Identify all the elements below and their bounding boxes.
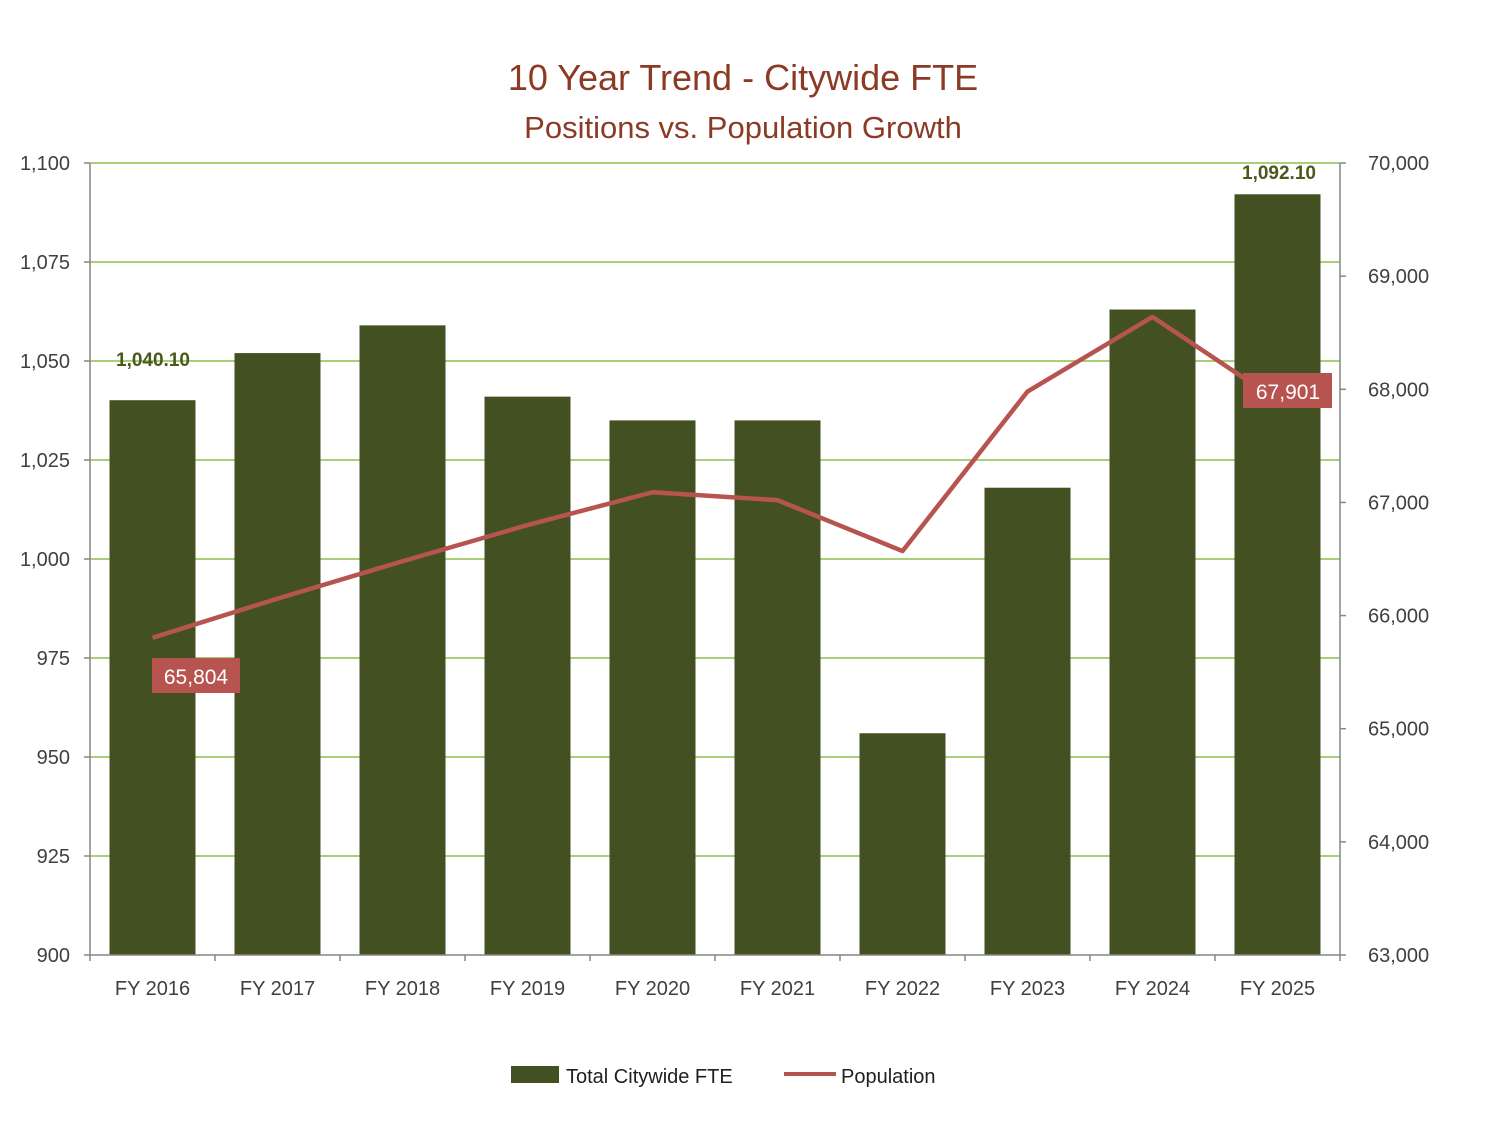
pop-label-first-box: [152, 658, 240, 693]
chart-title: 10 Year Trend - Citywide FTE: [508, 57, 978, 98]
right-tick-label: 70,000: [1368, 153, 1429, 175]
x-category-label: FY 2016: [115, 978, 190, 1000]
right-tick-label: 66,000: [1368, 606, 1429, 628]
left-tick-label: 1,100: [20, 153, 70, 175]
x-category-label: FY 2017: [240, 978, 315, 1000]
left-tick-label: 925: [37, 846, 70, 868]
population-line-group: [151, 314, 1279, 640]
left-tick-label: 1,000: [20, 549, 70, 571]
right-tick-label: 64,000: [1368, 832, 1429, 854]
left-tick-label: 1,025: [20, 450, 70, 472]
fte-bar: [609, 420, 696, 955]
right-tick-label: 67,000: [1368, 492, 1429, 514]
x-category-label: FY 2019: [490, 978, 565, 1000]
fte-label-last: 1,092.10: [1242, 163, 1316, 184]
right-tick-label: 69,000: [1368, 266, 1429, 288]
fte-bar: [859, 733, 946, 955]
left-tick-label: 950: [37, 747, 70, 769]
fte-bar: [1109, 309, 1196, 955]
right-tick-label: 65,000: [1368, 719, 1429, 741]
pop-label-last-box: [1243, 373, 1332, 408]
x-category-label: FY 2025: [1240, 978, 1315, 1000]
legend-pop-label: Population: [841, 1066, 936, 1088]
fte-bar: [359, 325, 446, 955]
right-tick-label: 63,000: [1368, 945, 1429, 967]
left-tick-label: 975: [37, 648, 70, 670]
x-category-label: FY 2024: [1115, 978, 1190, 1000]
legend-fte-swatch: [511, 1066, 559, 1083]
fte-bars: [109, 194, 1321, 956]
right-tick-label: 68,000: [1368, 379, 1429, 401]
fte-label-first: 1,040.10: [116, 350, 190, 371]
x-category-label: FY 2020: [615, 978, 690, 1000]
left-tick-label: 1,050: [20, 351, 70, 373]
legend-fte-label: Total Citywide FTE: [566, 1066, 733, 1088]
data-labels: 1,040.10 1,092.10 65,804 67,901: [116, 163, 1332, 693]
fte-bar: [484, 396, 571, 955]
fte-bar: [984, 487, 1071, 955]
fte-bar: [234, 353, 321, 956]
fte-bar: [1234, 194, 1321, 955]
left-tick-label: 1,075: [20, 252, 70, 274]
x-category-label: FY 2021: [740, 978, 815, 1000]
left-tick-label: 900: [37, 945, 70, 967]
x-category-label: FY 2023: [990, 978, 1065, 1000]
pop-label-last: 67,901: [1256, 381, 1320, 404]
legend: Total Citywide FTE Population: [511, 1066, 936, 1088]
axes: 900 925 950 975 1,000 1,025 1,050 1,075 1,100 63,…: [20, 153, 1429, 1000]
x-category-label: FY 2018: [365, 978, 440, 1000]
pop-label-first: 65,804: [164, 666, 229, 689]
x-category-label: FY 2022: [865, 978, 940, 1000]
chart-subtitle: Positions vs. Population Growth: [524, 110, 962, 145]
population-line: [151, 314, 1279, 640]
